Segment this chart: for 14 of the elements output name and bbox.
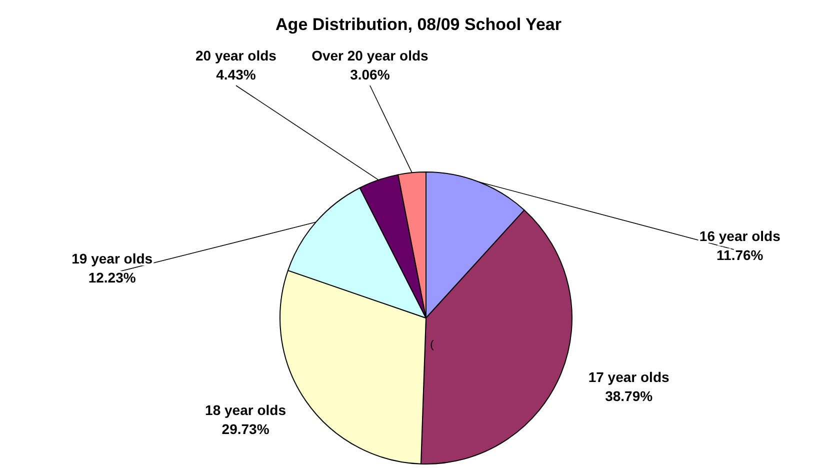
slice-label: 20 year olds (195, 48, 277, 64)
slice-label: 17 year olds (588, 369, 670, 386)
text: ( (430, 339, 434, 351)
slice-label: Over 20 year olds (312, 48, 429, 64)
slice-label: 19 year olds (72, 250, 153, 266)
data-label: 12.23% (88, 269, 136, 286)
slice-label: 18 year olds (205, 402, 286, 418)
data-label: 11.76% (716, 247, 764, 264)
data-label: 38.79% (605, 388, 654, 404)
slice-label: 16 year olds (699, 228, 781, 244)
chart-title: Age Distribution, 08/09 School Year (276, 15, 562, 34)
data-label: 3.06% (350, 66, 390, 82)
data-label: 4.43% (216, 66, 256, 82)
data-label: 29.73% (222, 421, 270, 438)
